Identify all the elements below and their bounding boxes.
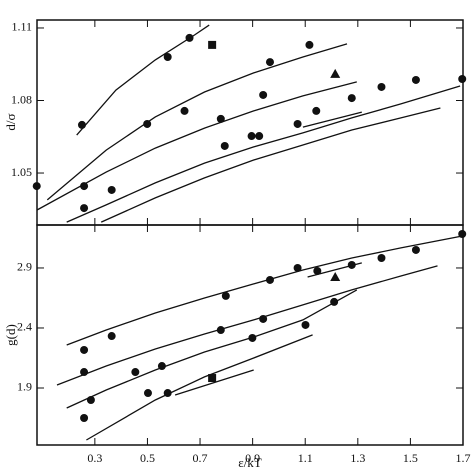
fit-curve	[66, 289, 358, 409]
x-tick-label: 1.7	[456, 451, 471, 465]
data-point	[293, 263, 302, 272]
data-point	[143, 119, 152, 128]
data-point	[411, 245, 420, 254]
data-point	[305, 40, 314, 49]
data-point-square	[208, 374, 217, 383]
y-tick-label: 1.11	[11, 20, 32, 34]
x-axis-title: ε/kT	[238, 455, 262, 470]
data-point	[143, 389, 152, 398]
data-point	[255, 132, 264, 141]
data-point	[259, 90, 268, 99]
y-tick-label: 1.05	[11, 165, 32, 179]
data-point	[131, 368, 140, 377]
data-point	[301, 320, 310, 329]
x-tick-label: 0.3	[87, 451, 102, 465]
data-point	[80, 204, 89, 213]
data-point	[458, 74, 467, 83]
data-point-square	[208, 40, 217, 49]
data-point	[265, 58, 274, 67]
data-point-triangle	[330, 271, 341, 281]
x-tick-label: 1.5	[403, 451, 418, 465]
data-point	[216, 114, 225, 123]
data-point	[80, 345, 89, 354]
data-point-triangle	[330, 68, 341, 78]
fit-curve	[76, 24, 210, 136]
data-point	[313, 266, 322, 275]
fit-curve	[174, 369, 254, 396]
data-point	[377, 82, 386, 91]
data-point	[411, 75, 420, 84]
fit-curve	[86, 334, 313, 441]
y-tick-label: 2.4	[17, 320, 32, 334]
y-tick-label: 2.9	[17, 260, 32, 274]
fit-curve	[302, 111, 362, 128]
data-point	[247, 132, 256, 141]
data-point	[377, 254, 386, 263]
data-point	[107, 332, 116, 341]
plot-frame	[36, 224, 464, 446]
data-point	[216, 326, 225, 335]
y-axis-title: g(d)	[3, 324, 18, 346]
data-point	[80, 413, 89, 422]
data-point	[347, 94, 356, 103]
data-point	[220, 141, 229, 150]
y-tick-label: 1.08	[11, 92, 32, 106]
x-tick-label: 0.7	[193, 451, 208, 465]
data-point	[80, 182, 89, 191]
x-tick-label: 1.1	[298, 451, 313, 465]
x-tick-label: 0.5	[140, 451, 155, 465]
plot-frame	[36, 19, 464, 226]
x-tick-label: 1.3	[350, 451, 365, 465]
fit-curve	[66, 235, 464, 346]
fit-curve	[307, 262, 362, 278]
data-point	[293, 119, 302, 128]
data-point	[180, 106, 189, 115]
data-point	[107, 185, 116, 194]
fit-curve	[36, 81, 357, 211]
x-tick-label: 0.9	[245, 451, 260, 465]
fit-curve	[100, 107, 441, 223]
fit-curve	[66, 85, 461, 223]
data-point	[163, 52, 172, 61]
data-point	[312, 106, 321, 115]
data-point	[221, 291, 230, 300]
y-tick-label: 1.9	[17, 380, 32, 394]
fit-curve	[56, 265, 438, 386]
y-axis-title: d/σ	[3, 113, 18, 130]
fit-curve	[46, 43, 348, 201]
